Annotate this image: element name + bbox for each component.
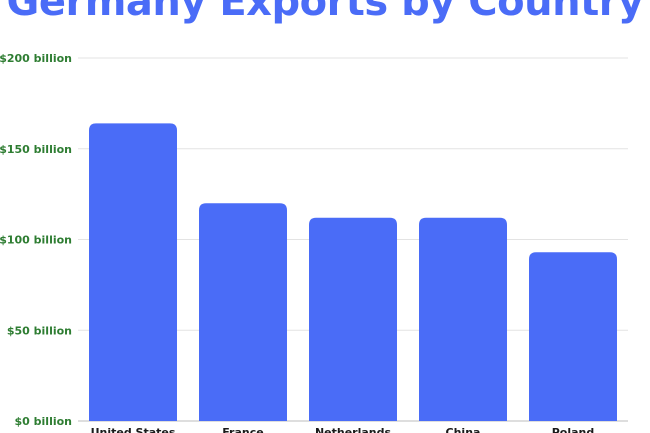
y-axis-ticks: $0 billion $50 billion $100 billion $150 bi… [0,52,72,428]
bar-france [199,203,287,421]
x-category-label: United States [91,426,176,433]
x-category-label: Netherlands [315,426,392,433]
x-category-label: France [222,426,263,433]
y-tick-label: $100 billion [0,234,72,247]
x-category-label: Poland [552,426,595,433]
chart-title: Germany Exports by Country [6,0,645,25]
x-axis-labels: United States France Netherlands China Polan… [91,426,595,433]
y-tick-label: $50 billion [7,324,72,337]
y-tick-label: $150 billion [0,143,72,156]
bar-netherlands [309,217,397,421]
x-category-label: China [446,426,481,433]
y-tick-label: $200 billion [0,52,72,65]
bars [89,123,617,421]
bar-united-states [89,123,177,421]
bar-poland [529,252,617,421]
y-tick-label: $0 billion [15,415,72,428]
bar-china [419,217,507,421]
